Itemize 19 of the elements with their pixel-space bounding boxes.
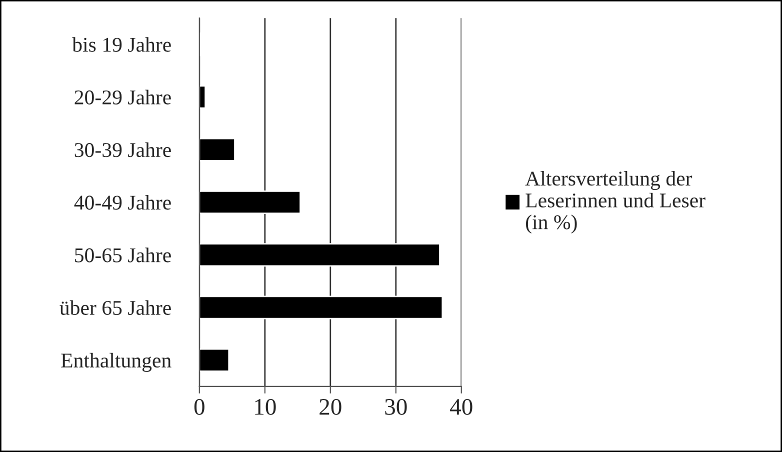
- y-tick-label: 50-65 Jahre: [75, 248, 171, 262]
- y-tick-label: 20-29 Jahre: [74, 90, 171, 104]
- x-tick-label: 40: [450, 398, 472, 415]
- y-tick-label: Enthaltungen: [61, 352, 172, 372]
- legend-label: Altersverteilung der Leserinnen und Leser (in %): [525, 171, 706, 234]
- bar: [199, 296, 444, 320]
- bar: [199, 348, 230, 372]
- x-tick-label: 10: [255, 398, 276, 415]
- x-tick-label: 0: [194, 398, 204, 415]
- y-tick-label: bis 19 Jahre: [72, 37, 171, 52]
- x-tick-label: 20: [320, 398, 342, 415]
- bar: [199, 190, 301, 214]
- y-tick-label: über 65 Jahre: [60, 300, 171, 315]
- bar: [199, 243, 440, 267]
- bar: [199, 138, 236, 162]
- y-tick-label: 40-49 Jahre: [74, 195, 171, 210]
- y-tick-label: 30-39 Jahre: [74, 142, 171, 158]
- x-tick-label: 30: [385, 398, 407, 415]
- bar: [199, 85, 206, 109]
